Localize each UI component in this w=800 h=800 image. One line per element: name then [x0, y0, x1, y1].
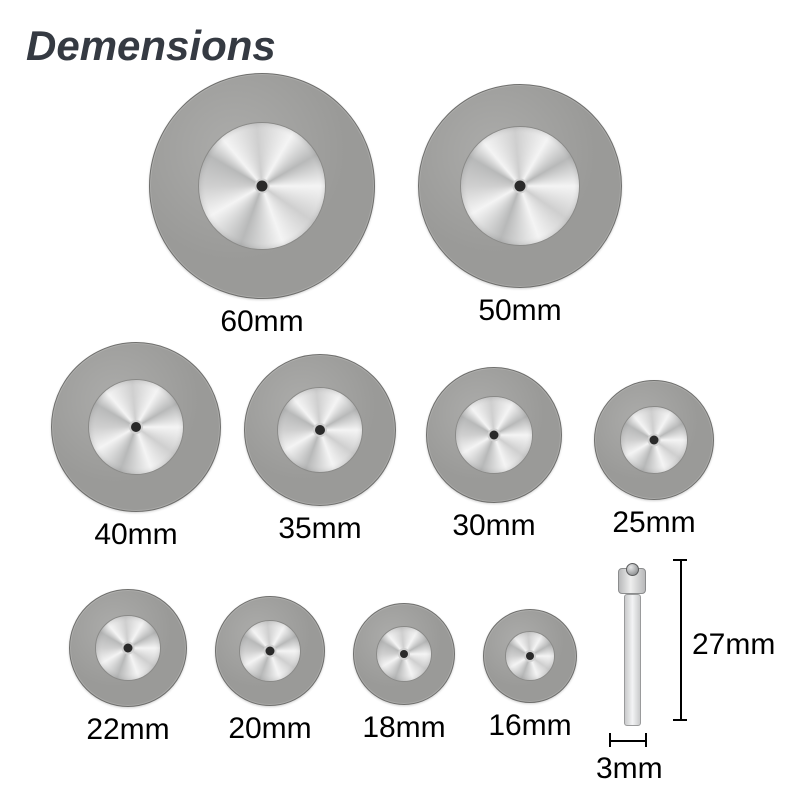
disc-inner [277, 387, 363, 473]
arbor-hole [526, 652, 534, 660]
disc-35mm [244, 354, 396, 506]
disc-inner [376, 626, 432, 682]
disc-outer [426, 367, 562, 503]
disc-outer [69, 589, 187, 707]
disc-label: 16mm [470, 709, 590, 743]
disc-22mm [69, 589, 187, 707]
disc-outer [483, 609, 577, 703]
dim-tick [645, 733, 647, 747]
disc-inner [239, 620, 301, 682]
disc-inner [505, 631, 555, 681]
mandrel-screw [626, 563, 639, 576]
disc-40mm [51, 342, 221, 512]
dim-line-width [610, 740, 646, 742]
disc-inner [455, 396, 533, 474]
disc-outer [215, 596, 325, 706]
disc-16mm [483, 609, 577, 703]
disc-inner [460, 126, 580, 246]
mandrel [618, 568, 646, 726]
disc-label: 35mm [260, 512, 380, 546]
arbor-hole [124, 644, 133, 653]
disc-inner [620, 406, 688, 474]
disc-outer [244, 354, 396, 506]
disc-outer [418, 84, 622, 288]
arbor-hole [266, 647, 275, 656]
disc-18mm [353, 603, 455, 705]
arbor-hole [490, 431, 499, 440]
arbor-hole [131, 422, 141, 432]
disc-inner [95, 615, 161, 681]
disc-outer [51, 342, 221, 512]
disc-25mm [594, 380, 714, 500]
dim-tick [673, 719, 687, 721]
disc-label: 18mm [344, 711, 464, 745]
dim-line-height [680, 560, 682, 720]
arbor-hole [400, 650, 408, 658]
disc-inner [88, 379, 184, 475]
disc-20mm [215, 596, 325, 706]
dim-label-width: 3mm [596, 752, 663, 786]
disc-outer [594, 380, 714, 500]
disc-label: 30mm [434, 509, 554, 543]
dim-label-height: 27mm [692, 628, 775, 662]
dim-tick [609, 733, 611, 747]
arbor-hole [515, 181, 526, 192]
disc-label: 60mm [202, 305, 322, 339]
dim-tick [673, 559, 687, 561]
arbor-hole [315, 425, 325, 435]
disc-50mm [418, 84, 622, 288]
disc-label: 40mm [76, 518, 196, 552]
mandrel-shaft [624, 594, 641, 726]
disc-outer [353, 603, 455, 705]
disc-60mm [149, 73, 375, 299]
disc-label: 25mm [594, 506, 714, 540]
arbor-hole [650, 436, 659, 445]
disc-outer [149, 73, 375, 299]
disc-label: 20mm [210, 712, 330, 746]
arbor-hole [257, 181, 268, 192]
disc-label: 50mm [460, 294, 580, 328]
disc-inner [198, 122, 326, 250]
disc-label: 22mm [68, 713, 188, 747]
page-title: Demensions [26, 22, 276, 70]
disc-30mm [426, 367, 562, 503]
